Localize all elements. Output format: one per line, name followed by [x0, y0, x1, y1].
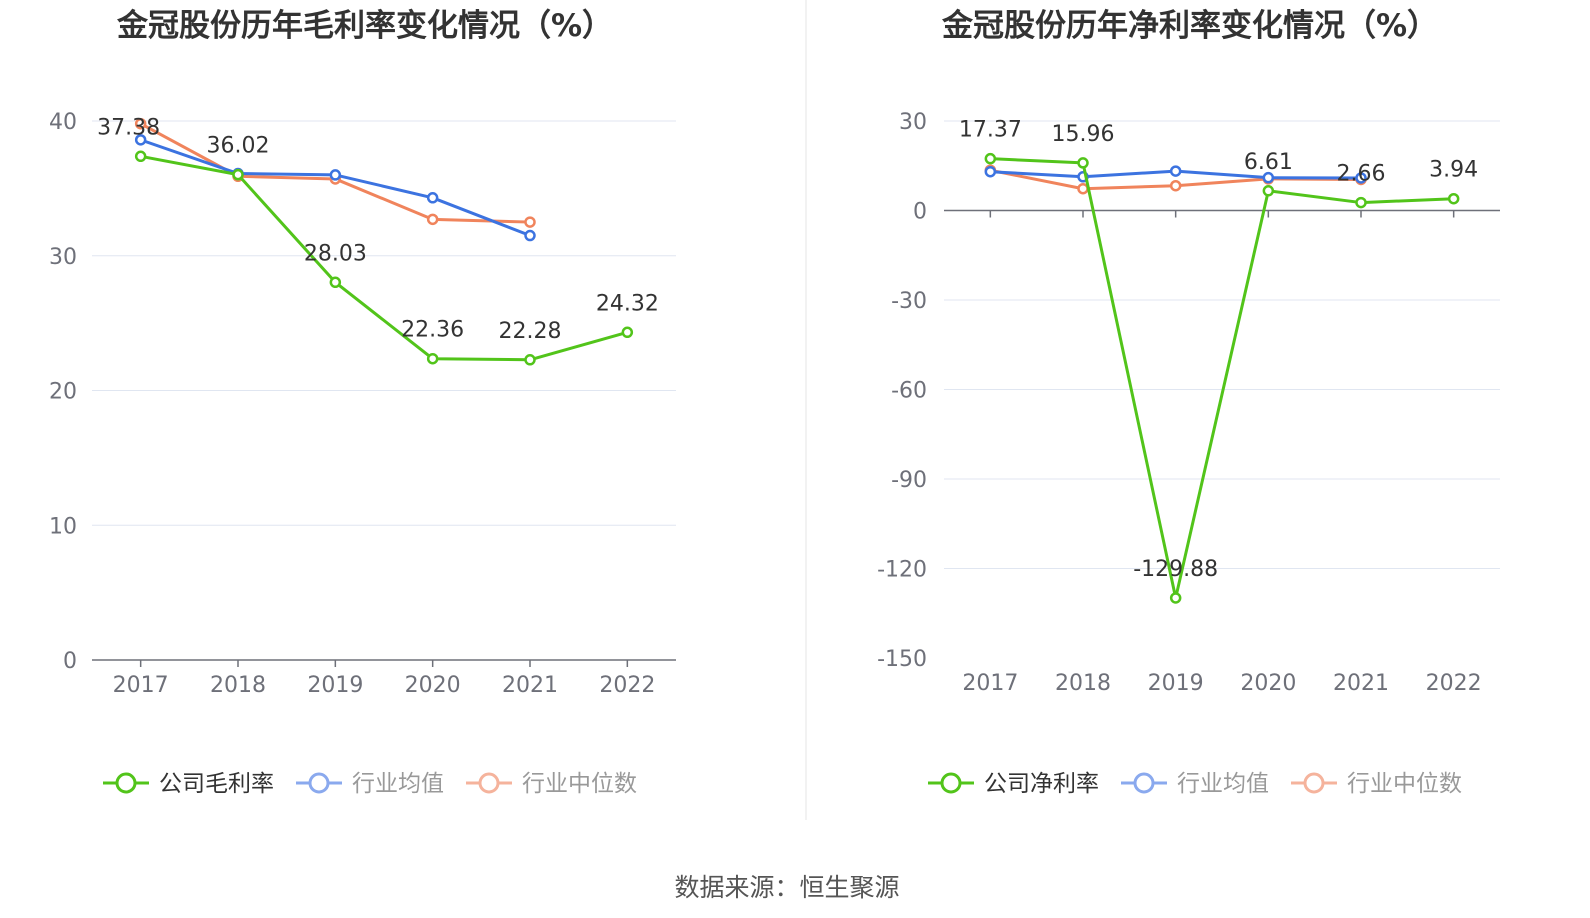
y-tick-label: 30	[899, 110, 927, 135]
data-point-avg	[426, 192, 439, 204]
series-line-company	[990, 157, 1454, 600]
y-tick-label: -60	[891, 379, 927, 404]
data-point-avg	[984, 165, 997, 178]
chart-title: 金冠股份历年净利率变化情况（%）	[941, 8, 1438, 44]
data-point-company	[232, 168, 244, 181]
data-point-median	[1077, 182, 1089, 195]
data-label: 37.38	[97, 115, 160, 140]
x-tick-label: 2021	[1333, 671, 1389, 696]
y-tick-label: -120	[877, 558, 927, 583]
data-point-avg	[329, 169, 342, 181]
data-label: 28.03	[304, 241, 367, 266]
data-label: 3.94	[1429, 158, 1478, 183]
legend-label-company: 公司净利率	[984, 771, 1099, 797]
legend-label-median: 行业中位数	[1347, 771, 1462, 797]
x-tick-label: 2018	[210, 673, 266, 698]
legend-marker-avg	[308, 772, 330, 794]
data-point-company	[329, 276, 342, 289]
legend-label-avg: 行业均值	[1177, 771, 1269, 797]
x-tick-label: 2019	[1148, 671, 1204, 696]
data-point-avg	[1169, 165, 1182, 177]
x-tick-label: 2020	[1240, 671, 1296, 696]
chart-title: 金冠股份历年毛利率变化情况（%）	[116, 8, 613, 44]
y-tick-label: 0	[913, 200, 927, 225]
x-tick-label: 2022	[599, 673, 655, 698]
data-label: 36.02	[207, 134, 270, 159]
data-label: 24.32	[596, 291, 659, 316]
y-tick-label: 0	[63, 649, 77, 674]
y-tick-label: 40	[49, 110, 77, 135]
y-tick-label: -90	[891, 468, 927, 493]
data-label: 22.36	[401, 318, 464, 343]
y-tick-label: 10	[49, 514, 77, 539]
data-label: -129.88	[1133, 557, 1218, 582]
x-tick-label: 2018	[1055, 671, 1111, 696]
y-tick-label: -30	[891, 289, 927, 314]
data-point-company	[1169, 592, 1182, 604]
y-tick-label: -150	[877, 647, 927, 672]
series-line-company	[140, 154, 628, 362]
data-point-company	[134, 150, 147, 163]
data-point-company	[1077, 157, 1089, 169]
y-tick-label: 20	[49, 380, 77, 405]
data-label: 22.28	[499, 319, 562, 344]
data-point-median	[134, 117, 147, 130]
data-point-company	[1447, 192, 1460, 205]
legend-marker-company	[115, 772, 137, 794]
source-label: 数据来源：恒生聚源	[674, 873, 899, 902]
data-label: 15.96	[1052, 122, 1115, 147]
legend-label-median: 行业中位数	[522, 771, 637, 797]
data-label: 6.61	[1244, 150, 1293, 175]
x-tick-label: 2017	[962, 671, 1018, 696]
data-point-median	[426, 213, 439, 226]
data-label: 17.37	[959, 118, 1022, 143]
data-point-median	[524, 216, 536, 228]
data-point-avg	[1355, 172, 1367, 184]
x-tick-label: 2020	[405, 673, 461, 698]
legend-label-company: 公司毛利率	[159, 771, 274, 797]
data-point-company	[1355, 196, 1367, 209]
data-label: 2.66	[1337, 162, 1386, 187]
legend-marker-company	[940, 772, 962, 794]
data-point-company	[1262, 185, 1275, 197]
x-tick-label: 2019	[307, 673, 363, 698]
x-tick-label: 2017	[113, 673, 169, 698]
legend-marker-median	[1303, 772, 1325, 794]
x-tick-label: 2022	[1426, 671, 1482, 696]
legend-label-avg: 行业均值	[352, 771, 444, 797]
data-point-avg	[524, 229, 536, 242]
data-point-median	[1169, 179, 1182, 192]
data-point-avg	[134, 134, 147, 146]
legend-marker-median	[478, 772, 500, 794]
data-point-company	[426, 352, 439, 365]
data-point-company	[621, 326, 634, 339]
net-margin-chart: 金冠股份历年净利率变化情况（%） -150 -120 -90 -60 -30 0 30 2017…	[877, 8, 1500, 797]
gross-margin-chart: 金冠股份历年毛利率变化情况（%） 0 10 20 30 40 2017 2018 2019 202…	[49, 8, 676, 797]
data-point-avg	[1262, 171, 1275, 184]
x-tick-label: 2021	[502, 673, 558, 698]
y-tick-label: 30	[49, 245, 77, 270]
data-point-company	[524, 354, 536, 366]
legend-marker-avg	[1133, 772, 1155, 794]
data-point-company	[984, 152, 997, 165]
